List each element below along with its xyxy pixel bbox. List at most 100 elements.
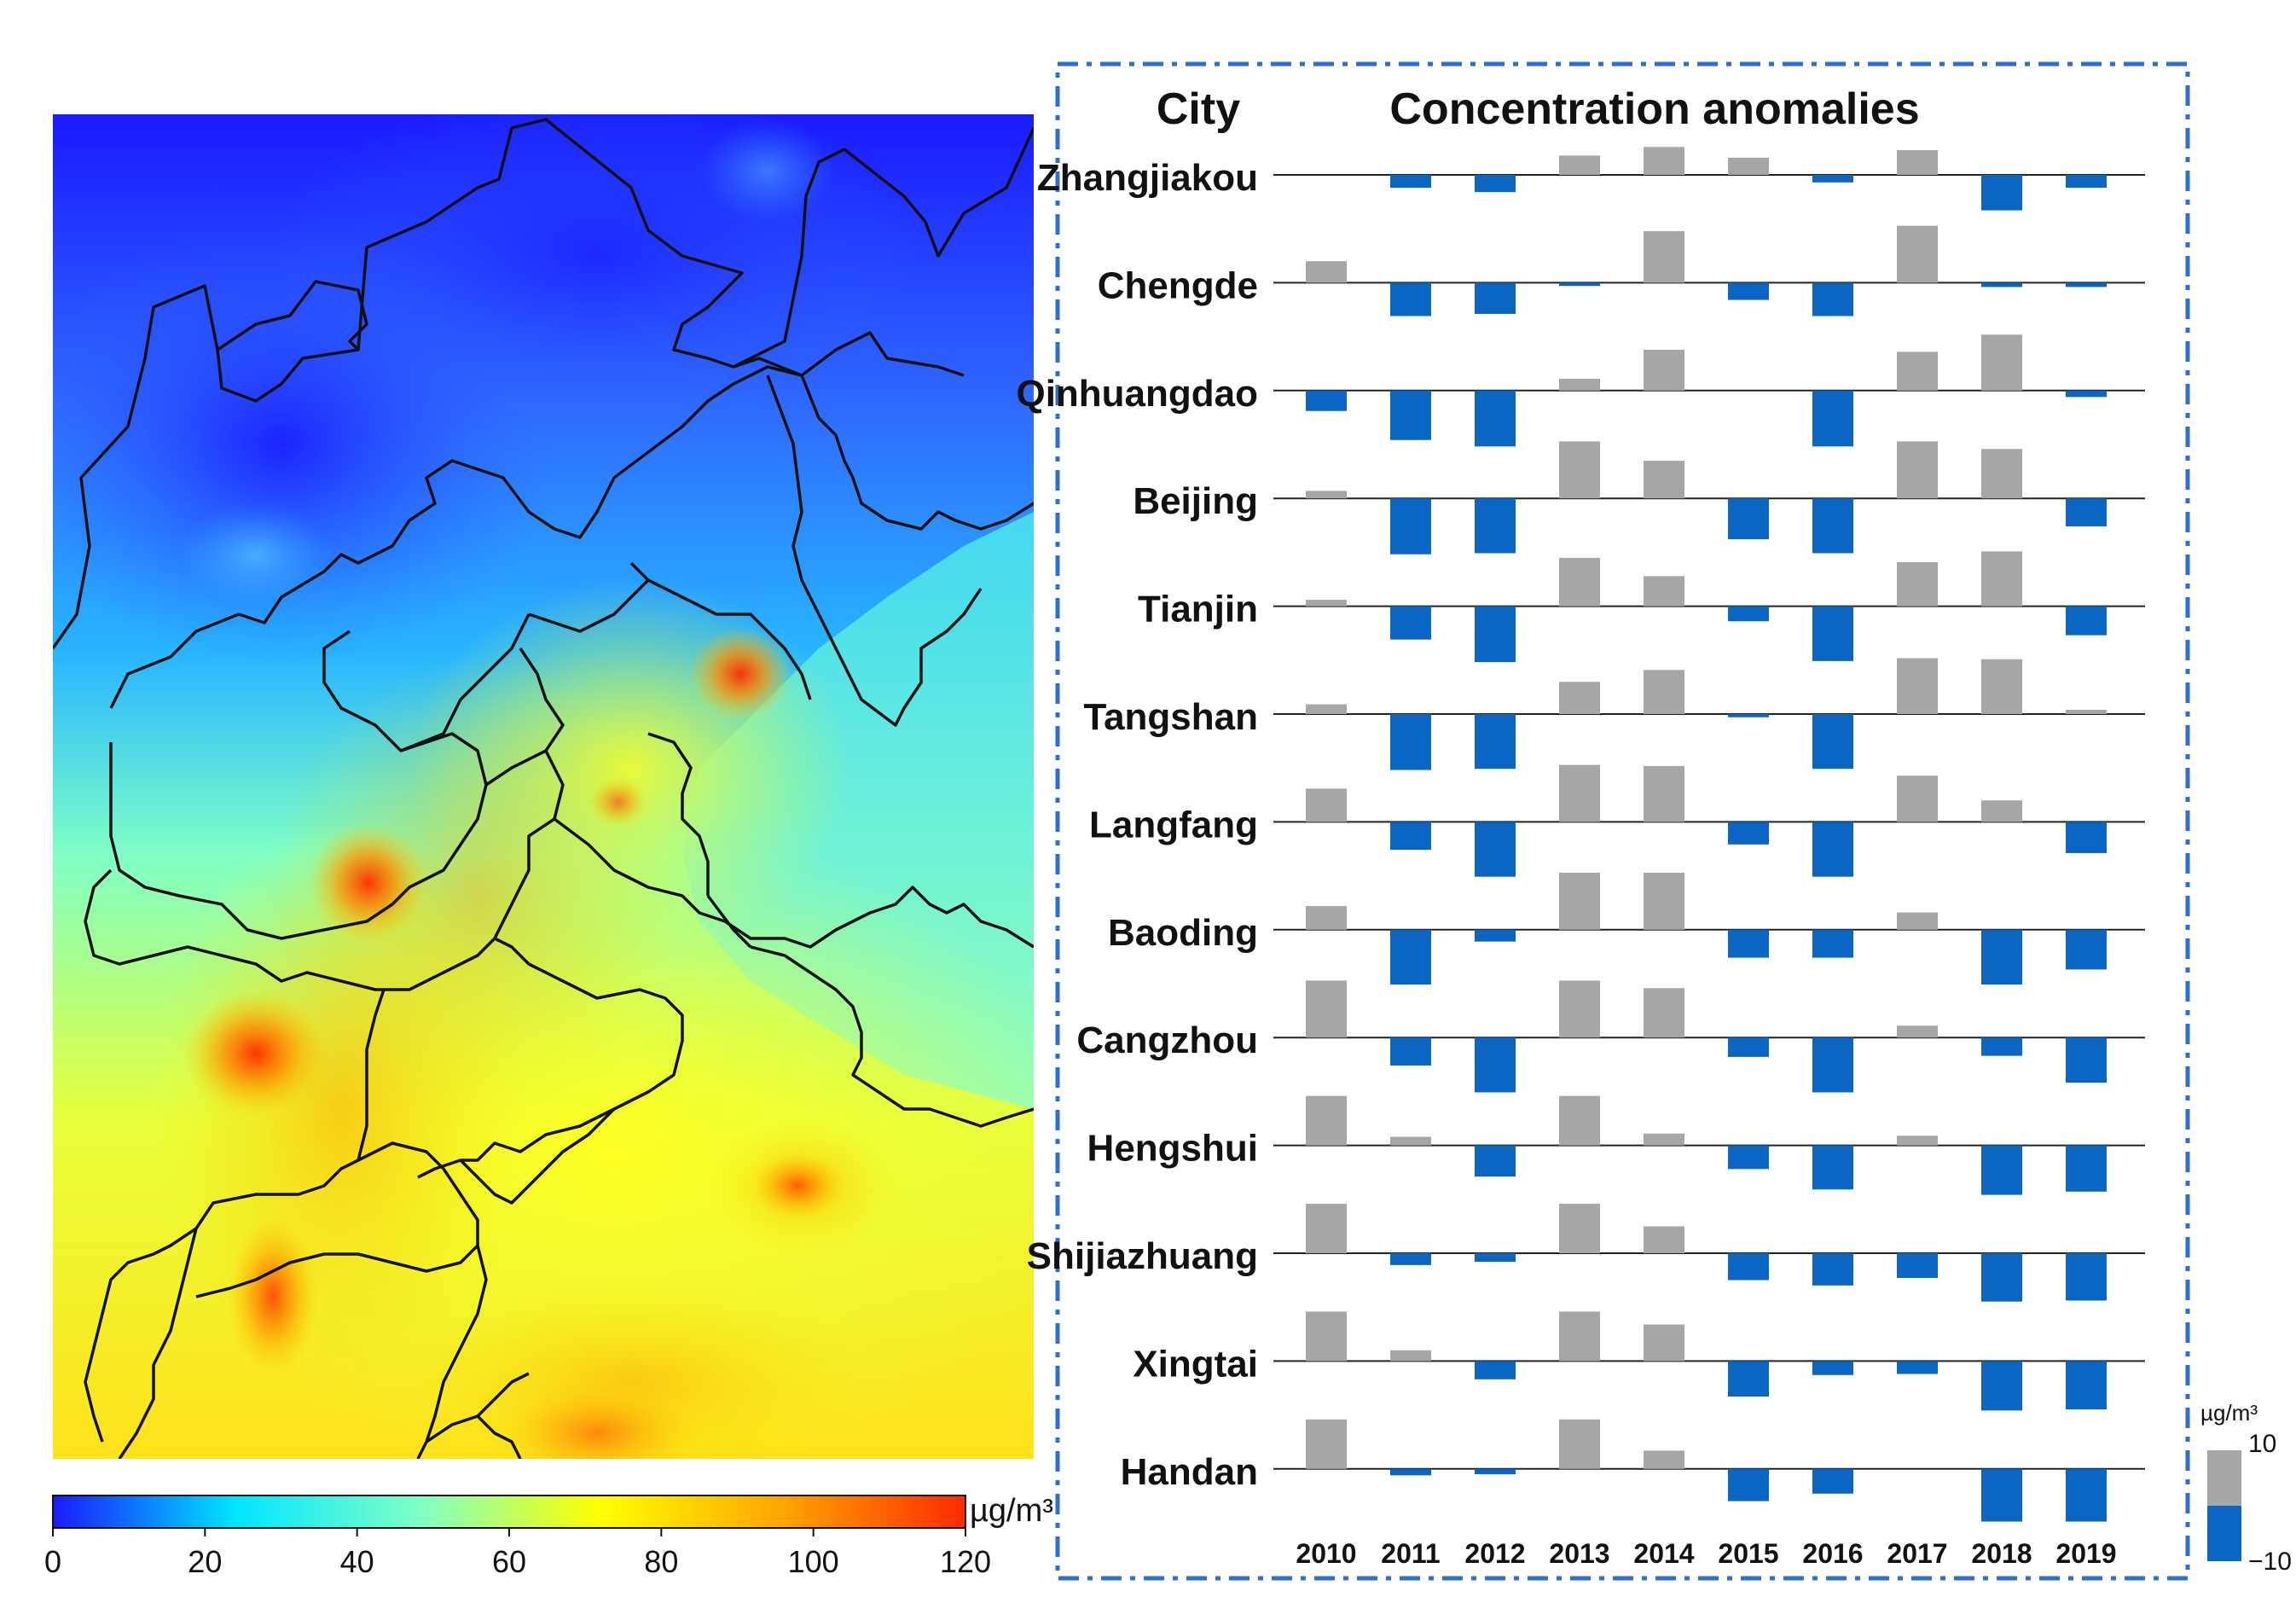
city-label: Qinhuangdao <box>1016 373 1258 415</box>
anomaly-bar <box>1475 606 1516 663</box>
anomaly-bar <box>1475 1037 1516 1093</box>
anomaly-bar <box>1475 175 1516 193</box>
anomaly-bar <box>1644 1450 1684 1469</box>
anomaly-bar <box>1559 873 1600 930</box>
anomaly-bar <box>1390 822 1431 851</box>
anomaly-bar <box>1644 988 1684 1038</box>
anomaly-bar <box>1897 1253 1938 1278</box>
anomaly-bar <box>1559 1311 1600 1362</box>
legend-min-label: −10 <box>2248 1548 2292 1576</box>
anomaly-bar <box>1559 980 1600 1038</box>
anomaly-bar <box>1897 351 1938 391</box>
anomaly-bar <box>1390 714 1431 770</box>
anomaly-bar <box>1475 282 1516 314</box>
anomaly-bar <box>2066 282 2107 287</box>
anomaly-bar <box>1390 498 1431 555</box>
anomaly-bar <box>1559 557 1600 607</box>
anomaly-bar <box>1981 551 2022 607</box>
city-row: Beijing <box>1133 441 2145 555</box>
anomaly-bar <box>1728 157 1769 175</box>
anomaly-bar <box>1812 714 1853 770</box>
anomaly-bar <box>1475 390 1516 447</box>
low-concentration-zone <box>273 114 921 427</box>
city-row: Handan <box>1121 1419 2145 1522</box>
anomaly-bar <box>1559 1419 1600 1469</box>
anomaly-bar <box>1306 1419 1347 1469</box>
anomaly-bar <box>1728 1145 1769 1170</box>
year-label: 2012 <box>1464 1538 1525 1569</box>
anomaly-bar <box>1390 929 1431 985</box>
anomaly-bar <box>1559 1204 1600 1253</box>
anomaly-bar <box>1644 230 1684 283</box>
anomaly-bar <box>1475 929 1516 942</box>
anomaly-bar <box>1475 822 1516 877</box>
anomaly-bar <box>1390 390 1431 440</box>
year-label: 2015 <box>1718 1538 1778 1569</box>
anomaly-bar <box>1728 498 1769 540</box>
anomaly-bar <box>1306 704 1347 714</box>
anomaly-bar <box>1897 1361 1938 1374</box>
anomaly-bar <box>2066 1145 2107 1192</box>
year-label: 2018 <box>1971 1538 2032 1569</box>
anomaly-bar <box>1306 788 1347 822</box>
city-row: Langfang <box>1089 764 2145 877</box>
anomaly-bar <box>1390 1253 1431 1265</box>
anomaly-bar <box>1728 282 1769 300</box>
anomaly-bar <box>1390 1468 1431 1476</box>
city-row: Shijiazhuang <box>1027 1204 2145 1302</box>
anomaly-bar <box>1812 822 1853 877</box>
anomaly-bar <box>1306 1204 1347 1253</box>
city-row: Tangshan <box>1083 658 2145 770</box>
anomaly-bar <box>1981 449 2022 499</box>
colorbar-tick-label: 20 <box>188 1544 222 1579</box>
anomaly-bar <box>1728 606 1769 622</box>
legend-max-label: 10 <box>2248 1430 2276 1458</box>
city-row: Zhangjiakou <box>1037 147 2145 211</box>
year-label: 2011 <box>1381 1538 1440 1569</box>
colorbar-tick-label: 80 <box>644 1544 678 1579</box>
anomaly-bar <box>1981 800 2022 822</box>
anomaly-bar <box>2066 709 2107 714</box>
anomaly-bar <box>1306 906 1347 930</box>
anomaly-bar <box>1897 775 1938 822</box>
anomaly-legend: µg/m³ 10 −10 <box>2200 1400 2292 1576</box>
anomaly-bar <box>1812 390 1853 447</box>
anomaly-bar <box>2066 606 2107 636</box>
city-boundaries <box>53 118 1034 1459</box>
anomaly-bar <box>1475 498 1516 554</box>
anomaly-bar <box>1475 1468 1516 1475</box>
anomaly-bar <box>2066 390 2107 398</box>
colorbar-tick-label: 0 <box>44 1544 61 1579</box>
hotspot <box>689 627 791 721</box>
colorbar-tick-label: 40 <box>340 1544 374 1579</box>
colorbar-tick-label: 120 <box>940 1544 991 1579</box>
year-label: 2013 <box>1549 1538 1609 1569</box>
anomaly-bar <box>1644 147 1684 175</box>
anomaly-bar <box>2066 1253 2107 1301</box>
anomaly-bar <box>1644 461 1684 499</box>
year-label: 2010 <box>1296 1538 1356 1569</box>
anomaly-bar <box>1981 1145 2022 1195</box>
anomaly-bar <box>2066 498 2107 526</box>
anomaly-bar <box>2066 1468 2107 1522</box>
anomaly-bar <box>1812 1145 1853 1190</box>
anomaly-bar <box>1812 1361 1853 1375</box>
column-header-city: City <box>1157 84 1240 134</box>
anomaly-bar <box>1390 1136 1431 1146</box>
anomaly-bar <box>1812 929 1853 958</box>
anomaly-bar <box>1812 1468 1853 1494</box>
anomaly-bar <box>1812 1253 1853 1286</box>
anomaly-bar <box>1390 1350 1431 1362</box>
anomaly-bar <box>1644 349 1684 391</box>
city-row: Tianjin <box>1138 551 2145 663</box>
anomaly-bar <box>1644 576 1684 607</box>
anomaly-bar <box>1306 261 1347 283</box>
anomaly-bar <box>1475 714 1516 770</box>
anomaly-bar <box>1897 561 1938 607</box>
concentration-map <box>53 114 1034 1459</box>
year-label: 2019 <box>2055 1538 2116 1569</box>
anomaly-bar <box>1306 390 1347 411</box>
anomaly-bar <box>1306 491 1347 499</box>
city-label: Cangzhou <box>1076 1019 1258 1061</box>
anomaly-bar <box>1897 658 1938 714</box>
